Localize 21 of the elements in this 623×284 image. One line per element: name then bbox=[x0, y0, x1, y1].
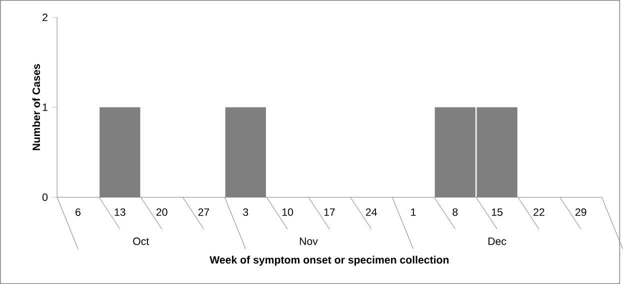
x-tick-label: 29 bbox=[575, 208, 586, 216]
y-tick-label: 1 bbox=[42, 104, 48, 111]
x-axis-title: Week of symptom onset or specimen collection bbox=[210, 256, 449, 266]
text: Oct bbox=[133, 237, 150, 245]
x-tick-label: 3 bbox=[243, 208, 248, 216]
y-tick-label: 0 bbox=[42, 193, 48, 201]
x-tick-label: 6 bbox=[76, 208, 80, 216]
x-tick-label: 24 bbox=[366, 208, 377, 216]
x-tick-label: 27 bbox=[198, 208, 210, 216]
text: Dec bbox=[488, 238, 506, 245]
x-tick-label: 8 bbox=[452, 208, 458, 216]
x-tick-label: 22 bbox=[534, 208, 544, 216]
y-tick-label: 2 bbox=[42, 14, 48, 21]
x-tick-label: 15 bbox=[492, 208, 502, 216]
x-tick-label: 13 bbox=[114, 208, 126, 216]
y-axis-title: Number of Cases bbox=[32, 64, 40, 150]
x-tick-label: 1 bbox=[411, 208, 416, 216]
x-tick-label: 17 bbox=[324, 208, 335, 216]
text: Nov bbox=[300, 238, 318, 245]
x-tick-label: 10 bbox=[282, 208, 294, 216]
x-tick-label: 20 bbox=[156, 208, 168, 216]
